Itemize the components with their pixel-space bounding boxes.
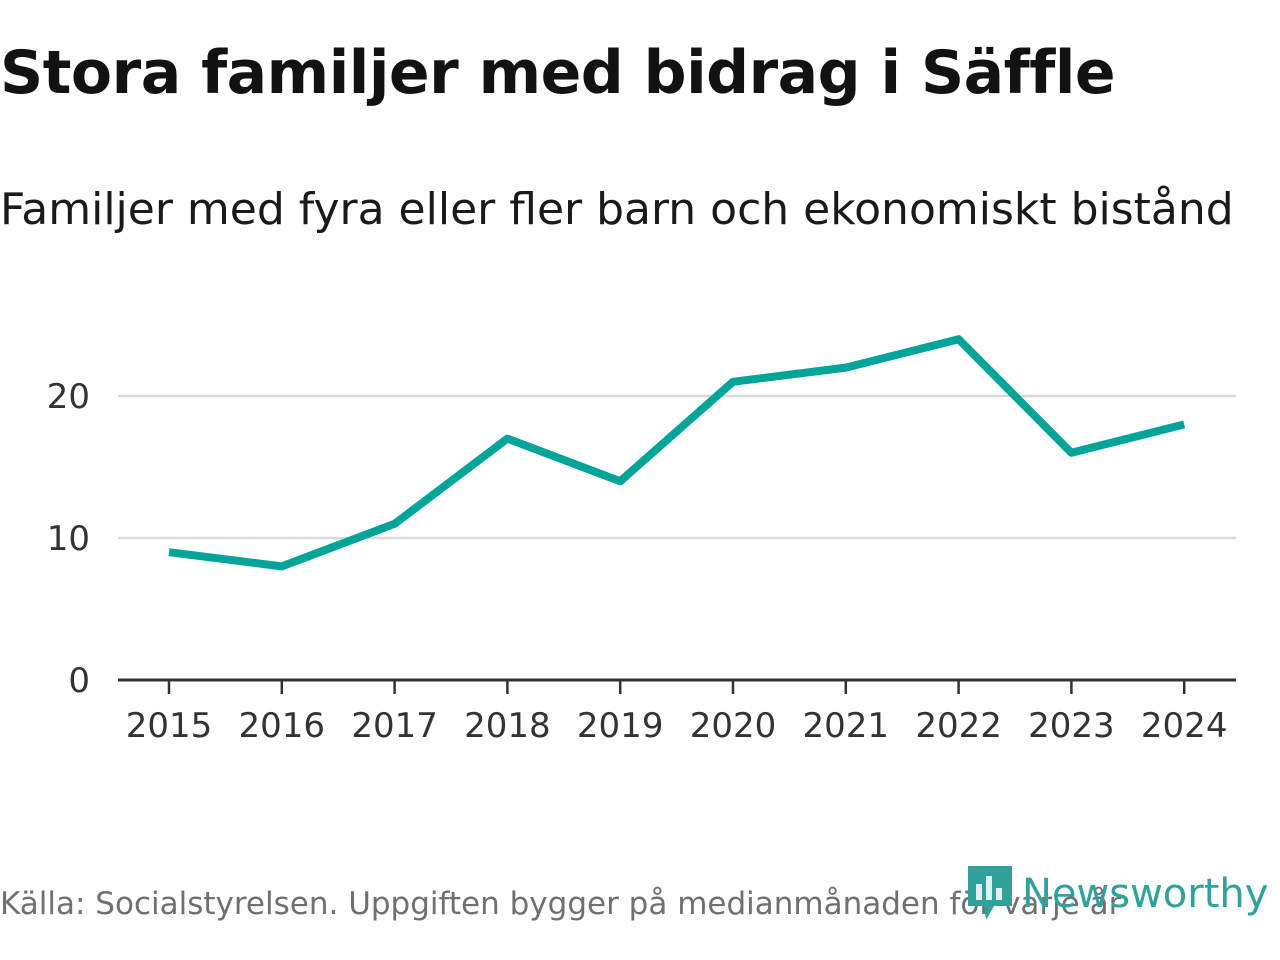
newsworthy-logo-icon (968, 866, 1012, 920)
y-tick-label: 0 (68, 661, 90, 701)
y-tick-label: 10 (47, 519, 90, 559)
brand-name: Newsworthy (1022, 871, 1269, 917)
series-line (168, 335, 1186, 571)
x-tick-label: 2024 (1141, 706, 1228, 746)
x-tick-label: 2019 (577, 706, 664, 746)
x-tick-label: 2015 (126, 706, 213, 746)
chart-title: Stora familjer med bidrag i Säffle (0, 38, 1116, 108)
brand-logo: Newsworthy (964, 864, 1268, 924)
x-tick-label: 2021 (803, 706, 890, 746)
chart-subtitle: Familjer med fyra eller fler barn och ek… (0, 184, 1234, 235)
gridlines (118, 394, 1236, 540)
x-tick-label: 2016 (239, 706, 326, 746)
x-tick-label: 2023 (1028, 706, 1115, 746)
source-note: Källa: Socialstyrelsen. Uppgiften bygger… (0, 886, 1122, 922)
x-tick-label: 2017 (351, 706, 438, 746)
y-tick-label: 20 (47, 377, 90, 417)
x-tick-label: 2018 (464, 706, 551, 746)
x-axis-ticks: 2015 2016 2017 2018 2019 2020 2021 2022 2023 2024 (126, 680, 1228, 746)
x-tick-label: 2022 (915, 706, 1002, 746)
y-axis-ticks: 0 10 20 (47, 377, 90, 701)
x-tick-label: 2020 (690, 706, 777, 746)
